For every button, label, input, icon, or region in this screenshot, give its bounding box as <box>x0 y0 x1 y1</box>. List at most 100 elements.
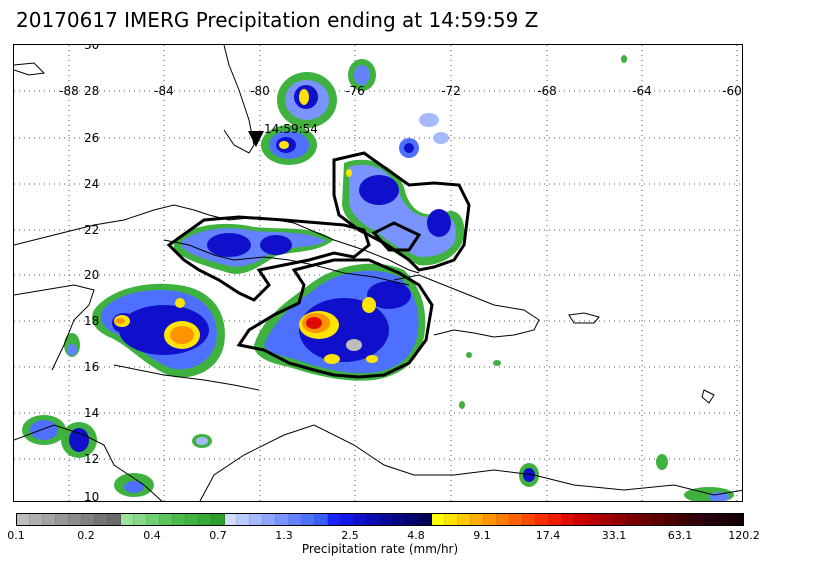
rain-cell-central-america <box>92 283 225 378</box>
colorbar-segment <box>276 514 290 525</box>
colorbar-segment <box>652 514 666 525</box>
colorbar-segment <box>289 514 303 525</box>
colorbar-segment <box>548 514 562 525</box>
colorbar-tick: 0.4 <box>143 529 161 542</box>
lon-label: -68 <box>537 84 557 98</box>
page-title: 20170617 IMERG Precipitation ending at 1… <box>16 8 539 32</box>
colorbar-tick: 0.2 <box>77 529 95 542</box>
lon-label: -76 <box>345 84 365 98</box>
colorbar-segment <box>691 514 705 525</box>
latitude-labels: 30 28 26 24 22 20 18 16 14 12 10 <box>84 45 99 502</box>
colorbar-segment <box>68 514 82 525</box>
lat-label: 10 <box>84 490 99 502</box>
colorbar-tick: 9.1 <box>473 529 491 542</box>
rain-cell-bahamas-south <box>342 159 465 266</box>
colorbar-segment <box>457 514 471 525</box>
colorbar-segment <box>172 514 186 525</box>
colorbar-segment <box>665 514 679 525</box>
colorbar-segment <box>393 514 407 525</box>
lon-label: -72 <box>441 84 461 98</box>
marker-time-label: 14:59:54 <box>264 122 318 136</box>
colorbar-segment <box>133 514 147 525</box>
colorbar-segment <box>678 514 692 525</box>
swath-marker: 14:59:54 <box>248 122 318 147</box>
colorbar-segment <box>302 514 316 525</box>
colorbar-segment <box>29 514 43 525</box>
colorbar-tick: 0.1 <box>7 529 25 542</box>
colorbar-segment <box>107 514 121 525</box>
colorbar-segment <box>328 514 342 525</box>
colorbar-segment <box>146 514 160 525</box>
colorbar-segment <box>600 514 614 525</box>
colorbar-segment <box>639 514 653 525</box>
rain-cell-bahamas-north <box>261 59 449 165</box>
rain-cell-jamaica <box>254 263 426 381</box>
colorbar-tick: 4.8 <box>407 529 425 542</box>
colorbar-segment <box>250 514 264 525</box>
colorbar-segment <box>42 514 56 525</box>
lat-label: 30 <box>84 45 99 52</box>
colorbar-segment <box>561 514 575 525</box>
lat-label: 12 <box>84 452 99 466</box>
lat-label: 18 <box>84 314 99 328</box>
map-canvas: 14:59:54 30 28 26 24 22 20 18 16 14 12 1… <box>14 45 742 502</box>
lon-label: -84 <box>154 84 174 98</box>
colorbar-segment <box>496 514 510 525</box>
colorbar-segment <box>224 514 238 525</box>
colorbar-segment <box>354 514 368 525</box>
colorbar-segment <box>263 514 277 525</box>
precipitation-colorbar <box>16 513 744 526</box>
colorbar-segment <box>237 514 251 525</box>
colorbar-tick: 17.4 <box>535 529 561 542</box>
colorbar-segment <box>444 514 458 525</box>
lat-label: 20 <box>84 268 99 282</box>
lat-label: 28 <box>84 84 99 98</box>
lat-label: 14 <box>84 406 99 420</box>
lat-label: 26 <box>84 131 99 145</box>
colorbar-segment <box>574 514 588 525</box>
colorbar-segment <box>341 514 355 525</box>
colorbar-segment <box>522 514 536 525</box>
colorbar-tick: 2.5 <box>341 529 359 542</box>
colorbar-unit-label: Precipitation rate (mm/hr) <box>301 542 459 556</box>
longitude-labels: -88 -84 -80 -76 -72 -68 -64 -60 <box>59 84 742 98</box>
lon-label: -64 <box>632 84 652 98</box>
colorbar-segment <box>198 514 212 525</box>
colorbar-segment <box>587 514 601 525</box>
colorbar-tick: 120.2 <box>728 529 760 542</box>
lat-label: 22 <box>84 223 99 237</box>
colorbar-segment <box>704 514 718 525</box>
colorbar-segment <box>185 514 199 525</box>
colorbar-segment <box>406 514 420 525</box>
colorbar-segment <box>315 514 329 525</box>
colorbar-tick: 33.1 <box>601 529 627 542</box>
colorbar-tick: 0.7 <box>209 529 227 542</box>
colorbar-segment <box>94 514 108 525</box>
lon-label: -80 <box>250 84 270 98</box>
colorbar-segment <box>470 514 484 525</box>
colorbar-segment <box>17 514 30 525</box>
colorbar-segment <box>55 514 69 525</box>
lat-label: 24 <box>84 177 99 191</box>
swath-boundary <box>166 151 471 379</box>
colorbar-segment <box>483 514 497 525</box>
colorbar-segment <box>626 514 640 525</box>
lon-label: -60 <box>722 84 742 98</box>
colorbar-segment <box>380 514 394 525</box>
precipitation-map: 14:59:54 30 28 26 24 22 20 18 16 14 12 1… <box>13 44 743 502</box>
precipitation-field <box>22 55 734 501</box>
colorbar-segment <box>367 514 381 525</box>
colorbar-segment <box>613 514 627 525</box>
colorbar-segment <box>717 514 731 525</box>
colorbar-tick: 63.1 <box>667 529 693 542</box>
colorbar-segment <box>432 514 445 525</box>
lon-label: -88 <box>59 84 79 98</box>
lat-label: 16 <box>84 360 99 374</box>
triangle-marker-icon <box>248 131 264 147</box>
colorbar-segment <box>159 514 173 525</box>
colorbar-segment <box>419 514 432 525</box>
colorbar-segment <box>120 514 134 525</box>
colorbar-segment <box>535 514 549 525</box>
colorbar-tick: 1.3 <box>275 529 293 542</box>
colorbar-segment <box>81 514 95 525</box>
